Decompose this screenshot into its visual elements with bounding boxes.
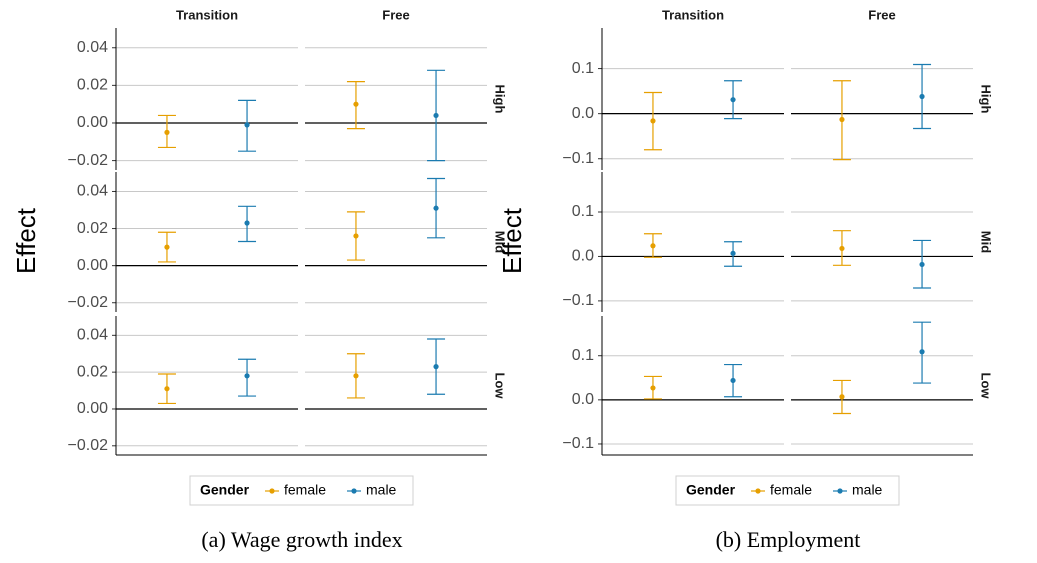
row-strip: High <box>493 85 508 114</box>
y-tick-label: 0.00 <box>77 114 108 131</box>
legend-box <box>675 475 900 506</box>
legend-label: female <box>770 482 812 498</box>
y-tick-label: 0.04 <box>77 183 108 200</box>
y-tick-label: −0.02 <box>68 152 109 169</box>
legend-title: Gender <box>200 482 250 498</box>
row-strip: Mid <box>979 231 994 253</box>
y-tick-label: 0.02 <box>77 363 108 380</box>
legend-label: male <box>366 482 397 498</box>
y-axis-title: Effect <box>497 207 527 274</box>
y-axis-title: Effect <box>11 207 41 274</box>
y-tick-label: −0.1 <box>562 150 594 167</box>
caption: (b) Employment <box>716 527 861 552</box>
point <box>244 220 250 226</box>
caption: (a) Wage growth index <box>201 527 402 552</box>
point <box>730 250 736 256</box>
point <box>919 261 925 268</box>
point <box>650 243 656 249</box>
y-tick-label: 0.0 <box>572 105 594 122</box>
point <box>164 129 170 135</box>
row-strip: High <box>979 85 994 114</box>
y-tick-label: 0.1 <box>572 203 594 220</box>
point <box>353 101 359 107</box>
column-strip: Transition <box>662 7 724 22</box>
point <box>353 233 359 239</box>
legend-key <box>269 488 275 494</box>
row-strip: Low <box>979 373 994 400</box>
point <box>839 245 845 252</box>
legend-key <box>351 488 357 494</box>
legend-key <box>837 488 843 494</box>
y-tick-label: 0.00 <box>77 257 108 274</box>
legend-label: male <box>852 482 883 498</box>
point <box>919 93 925 100</box>
point <box>433 364 439 370</box>
column-strip: Free <box>868 7 895 22</box>
y-tick-label: −0.1 <box>562 292 594 309</box>
point <box>839 116 845 123</box>
y-tick-label: −0.02 <box>68 437 109 454</box>
point <box>164 244 170 250</box>
point <box>839 394 845 400</box>
y-tick-label: 0.0 <box>572 248 594 265</box>
y-tick-label: 0.04 <box>77 39 108 56</box>
point <box>650 385 656 391</box>
y-tick-label: 0.1 <box>572 347 594 364</box>
point <box>650 118 656 124</box>
y-tick-label: 0.1 <box>572 60 594 77</box>
point <box>730 377 736 384</box>
legend-key <box>755 488 761 494</box>
point <box>919 349 925 355</box>
y-tick-label: 0.04 <box>77 327 108 344</box>
row-strip: Mid <box>493 231 508 253</box>
y-tick-label: 0.02 <box>77 220 108 237</box>
legend-title: Gender <box>686 482 736 498</box>
point <box>433 112 439 119</box>
point <box>244 122 250 128</box>
column-strip: Free <box>382 7 409 22</box>
legend-label: female <box>284 482 326 498</box>
point <box>730 97 736 103</box>
point <box>353 373 359 379</box>
point <box>164 386 170 392</box>
point <box>244 373 250 379</box>
row-strip: Low <box>493 373 508 400</box>
column-strip: Transition <box>176 7 238 22</box>
y-tick-label: 0.0 <box>572 391 594 408</box>
point <box>433 205 439 211</box>
y-tick-label: −0.02 <box>68 294 109 311</box>
legend-box <box>189 475 414 506</box>
y-tick-label: −0.1 <box>562 435 594 452</box>
y-tick-label: 0.00 <box>77 400 108 417</box>
y-tick-label: 0.02 <box>77 77 108 94</box>
